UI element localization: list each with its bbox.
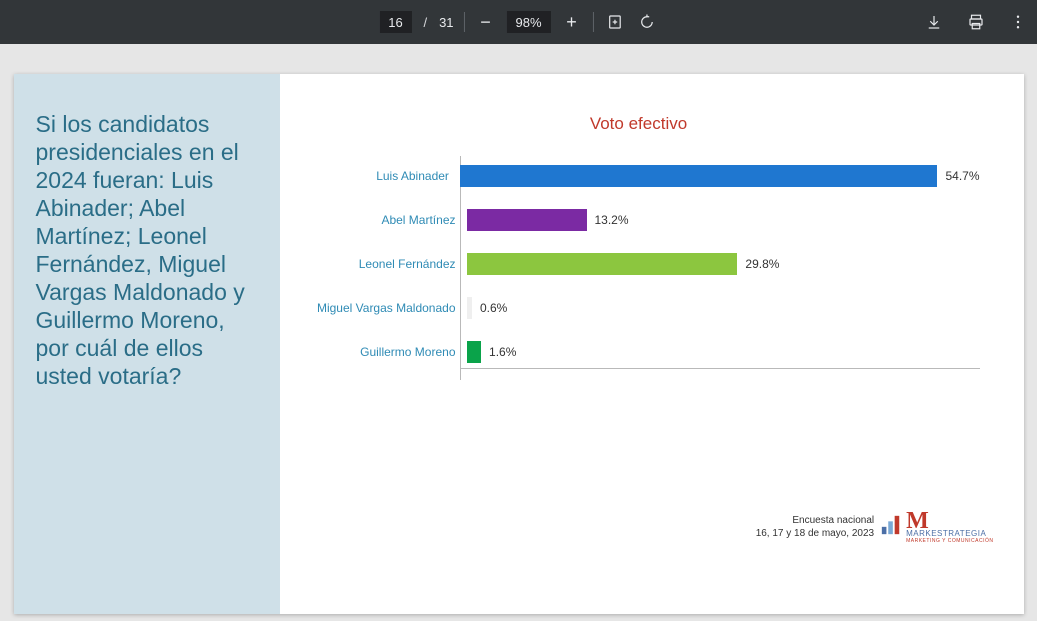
x-axis-line	[460, 368, 980, 369]
question-text: Si los candidatos presidenciales en el 2…	[36, 110, 258, 390]
chart-area: Luis Abinader 54.7% Abel Martínez 13.2% Leon…	[290, 164, 980, 372]
source-box: Encuesta nacional 16, 17 y 18 de mayo, 2…	[756, 512, 994, 544]
fit-page-icon	[606, 13, 624, 31]
chart-title: Voto efectivo	[280, 114, 998, 134]
print-button[interactable]	[965, 11, 987, 33]
bar	[467, 209, 587, 231]
bar-label: Miguel Vargas Maldonado	[290, 301, 462, 315]
pdf-toolbar: / 31 − +	[0, 0, 1037, 44]
rotate-icon	[638, 13, 656, 31]
bar-value: 54.7%	[945, 169, 979, 183]
bar-value: 1.6%	[489, 345, 516, 359]
bar-label: Guillermo Moreno	[290, 345, 462, 359]
toolbar-divider	[593, 12, 594, 32]
zoom-out-button[interactable]: −	[475, 11, 497, 33]
page-number-input[interactable]	[379, 11, 411, 33]
logo-subline: MARKETING Y COMUNICACIÓN	[906, 538, 993, 544]
minus-icon: −	[480, 13, 491, 31]
bar-value: 0.6%	[480, 301, 507, 315]
page-separator: /	[421, 15, 429, 30]
chart-plot: Luis Abinader 54.7% Abel Martínez 13.2% Leon…	[290, 164, 980, 372]
chart-row: Miguel Vargas Maldonado 0.6%	[290, 296, 980, 320]
more-vertical-icon	[1009, 13, 1027, 31]
bar-value: 13.2%	[595, 213, 629, 227]
markestrategia-logo: M MARKESTRATEGIA MARKETING Y COMUNICACIÓ…	[880, 512, 993, 544]
page-total: 31	[439, 15, 453, 30]
slide: Si los candidatos presidenciales en el 2…	[14, 74, 1024, 614]
download-button[interactable]	[923, 11, 945, 33]
zoom-in-button[interactable]: +	[561, 11, 583, 33]
bar-value: 29.8%	[745, 257, 779, 271]
bar-label: Abel Martínez	[290, 213, 462, 227]
plus-icon: +	[566, 13, 577, 31]
chart-panel: Voto efectivo Luis Abinader 54.7% Abel Mar…	[280, 74, 1024, 614]
source-line1: Encuesta nacional	[792, 515, 874, 526]
logo-wordmark: MARKESTRATEGIA	[906, 529, 986, 538]
chart-row: Guillermo Moreno 1.6%	[290, 340, 980, 364]
logo-bars-icon	[880, 514, 902, 541]
bar	[467, 297, 472, 319]
fit-to-page-button[interactable]	[604, 11, 626, 33]
toolbar-center-group: / 31 − +	[379, 11, 657, 33]
page-viewport: Si los candidatos presidenciales en el 2…	[0, 44, 1037, 621]
toolbar-divider	[464, 12, 465, 32]
chart-row: Leonel Fernández 29.8%	[290, 252, 980, 276]
logo-mark: M MARKESTRATEGIA MARKETING Y COMUNICACIÓ…	[906, 512, 993, 544]
source-line2: 16, 17 y 18 de mayo, 2023	[756, 528, 874, 539]
bar	[467, 253, 738, 275]
chart-row: Abel Martínez 13.2%	[290, 208, 980, 232]
bar-label: Leonel Fernández	[290, 257, 462, 271]
zoom-level-input[interactable]	[507, 11, 551, 33]
toolbar-right-group	[923, 11, 1029, 33]
rotate-button[interactable]	[636, 11, 658, 33]
bar	[467, 341, 482, 363]
bar-label: Luis Abinader	[290, 169, 455, 183]
question-panel: Si los candidatos presidenciales en el 2…	[14, 74, 280, 614]
more-menu-button[interactable]	[1007, 11, 1029, 33]
chart-row: Luis Abinader 54.7%	[290, 164, 980, 188]
download-icon	[925, 13, 943, 31]
source-text: Encuesta nacional 16, 17 y 18 de mayo, 2…	[756, 515, 874, 540]
print-icon	[967, 13, 985, 31]
bar	[460, 165, 938, 187]
